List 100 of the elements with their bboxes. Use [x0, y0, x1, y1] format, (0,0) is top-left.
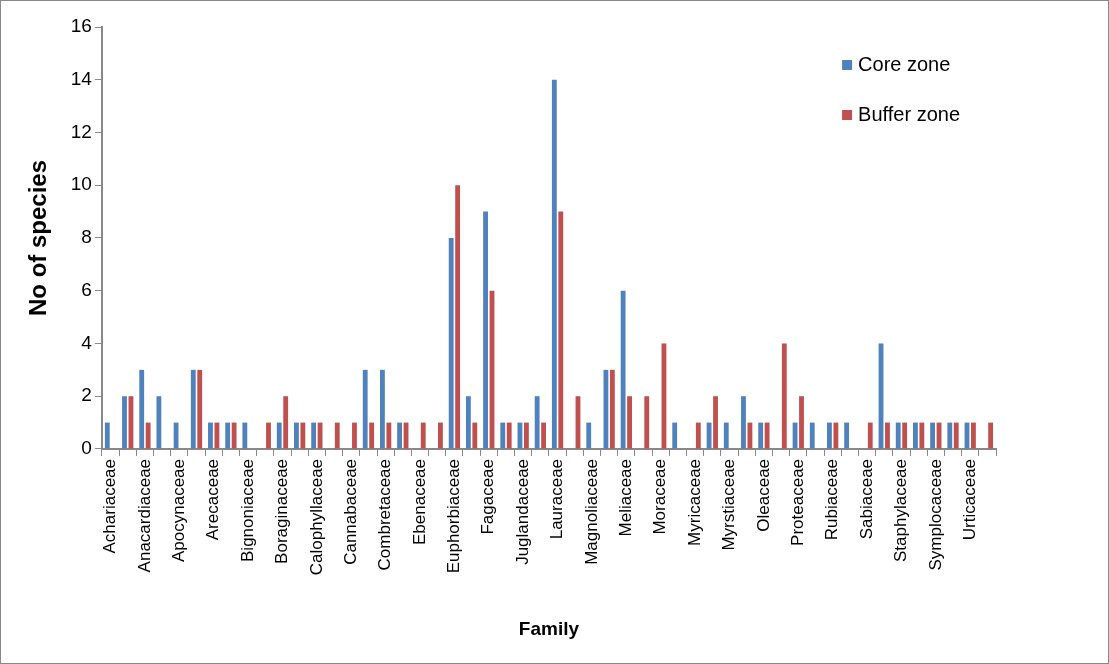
x-tick-label: Symplocaceae — [925, 458, 945, 571]
y-tick-label: 10 — [70, 173, 92, 195]
bar — [362, 369, 368, 449]
x-tick-label: Lauraceae — [547, 458, 567, 540]
y-tick-label: 12 — [70, 120, 92, 142]
x-tick-label: Cannabaceae — [340, 458, 360, 565]
x-tick-label: Rubiaceae — [822, 458, 842, 541]
bar — [397, 422, 403, 449]
x-tick-label: Urticaceae — [959, 458, 979, 541]
bar — [242, 422, 248, 449]
x-tick-label: Juglandaceae — [512, 458, 532, 565]
bar — [139, 369, 145, 449]
y-axis-title: No of species — [24, 159, 52, 316]
x-tick-label: Myricaceae — [684, 458, 704, 546]
bar — [465, 396, 471, 449]
bar — [214, 422, 220, 449]
x-tick-label: Proteaceae — [787, 458, 807, 546]
bar — [551, 79, 557, 449]
legend-label: Buffer zone — [858, 102, 961, 125]
x-tick-label: Ebenaceae — [409, 458, 429, 545]
bar — [953, 422, 959, 449]
bar — [156, 396, 162, 449]
bar — [844, 422, 850, 449]
bar — [334, 422, 340, 449]
bar — [300, 422, 306, 449]
bar — [122, 396, 127, 449]
x-tick-label: Staphylaceae — [891, 458, 911, 562]
bar — [379, 369, 385, 449]
bar — [988, 422, 994, 449]
bar — [276, 422, 282, 449]
bar — [386, 422, 392, 449]
bar — [644, 396, 650, 449]
y-tick-label: 6 — [81, 278, 92, 300]
x-tick-label: Meliaceae — [616, 458, 636, 537]
x-tick-label: Boraginaceae — [272, 458, 292, 564]
bar — [523, 422, 529, 449]
bar — [455, 185, 461, 449]
bar — [438, 422, 443, 449]
y-tick-label: 16 — [70, 15, 92, 37]
bar — [208, 422, 213, 449]
x-tick-label: Euphorbiaceae — [444, 458, 464, 574]
bar — [483, 211, 488, 449]
x-tick-label: Apocynaceae — [168, 458, 188, 562]
y-tick-label: 0 — [81, 437, 92, 459]
bar — [885, 422, 890, 449]
x-tick-label: Bignoniaceae — [237, 458, 257, 562]
bar — [541, 422, 547, 449]
bar — [833, 422, 839, 449]
bar — [500, 422, 506, 449]
bar — [672, 422, 678, 449]
bar — [586, 422, 592, 449]
x-tick-label: Combretaceae — [375, 458, 395, 571]
bar — [506, 422, 512, 449]
x-tick-label: Anacardiaceae — [134, 458, 154, 573]
y-tick-label: 4 — [81, 331, 93, 353]
bar — [781, 343, 787, 449]
y-tick-label: 2 — [81, 384, 92, 406]
bar — [723, 422, 729, 449]
bar — [930, 422, 936, 449]
bar — [420, 422, 426, 449]
x-axis-title: Family — [518, 617, 580, 639]
bar — [758, 422, 764, 449]
bar — [369, 422, 375, 449]
bar — [971, 422, 976, 449]
x-tick-label: Calophyllaceae — [306, 458, 326, 576]
bar — [741, 396, 746, 449]
bar — [294, 422, 299, 449]
x-tick-label: Moraceae — [650, 458, 670, 535]
x-tick-label: Magnoliaceae — [581, 458, 601, 565]
bar — [197, 369, 203, 449]
bar — [104, 422, 110, 449]
bar — [827, 422, 832, 449]
bar — [713, 396, 718, 449]
bar — [706, 422, 712, 449]
bar — [799, 396, 804, 449]
bar — [764, 422, 770, 449]
bar — [867, 422, 873, 449]
bar — [620, 290, 626, 449]
bar — [747, 422, 753, 449]
bar — [283, 396, 289, 449]
bar — [448, 237, 454, 449]
bar — [695, 422, 701, 449]
bar — [145, 422, 151, 449]
x-tick-label: Achariaceae — [100, 458, 120, 554]
x-tick-label: Myrstiaceae — [719, 458, 739, 551]
x-tick-label: Arecaceae — [203, 458, 223, 541]
bar — [947, 422, 953, 449]
bar — [895, 422, 901, 449]
bar — [472, 422, 478, 449]
bar — [919, 422, 925, 449]
bar — [558, 211, 564, 449]
bar — [225, 422, 231, 449]
y-tick-label: 14 — [70, 67, 93, 89]
y-tick-label: 8 — [81, 226, 92, 248]
x-tick-label: Sabiaceae — [856, 458, 876, 540]
bar — [902, 422, 908, 449]
x-tick-label: Oleaceae — [753, 458, 773, 532]
x-tick-label: Fagaceae — [478, 458, 498, 535]
bar — [266, 422, 271, 449]
bar — [912, 422, 918, 449]
